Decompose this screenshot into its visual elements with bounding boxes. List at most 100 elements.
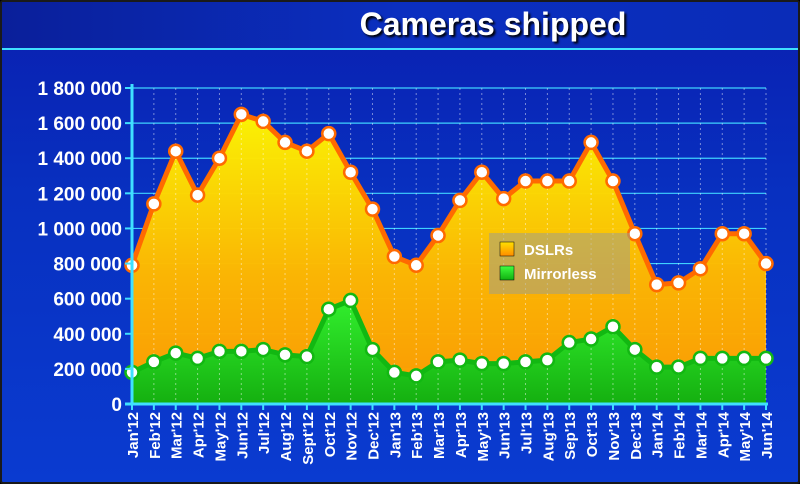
point-mirrorless [342,292,359,309]
point-dslrs [495,190,512,207]
area-mirrorless [132,300,766,404]
x-tick-label: Dec'13 [628,412,645,460]
x-tick-label: Jan'14 [650,411,667,458]
point-dslrs [321,125,337,142]
y-tick-label: 0 [111,395,122,416]
x-tick-label: Aug'12 [278,412,295,461]
axis-layer: 0 200 000 400 000 600 000 800 000 1 000 000 1 … [37,79,776,465]
x-tick-label: Oct'12 [322,412,339,457]
point-dslrs [299,143,315,159]
point-mirrorless [495,355,512,372]
point-dslrs [648,276,665,293]
x-tick-label: Apr'13 [453,412,470,458]
point-dslrs [605,173,621,189]
point-mirrorless [233,343,250,360]
point-dslrs [714,225,731,242]
point-dslrs [474,164,490,181]
x-tick-label: Apr'14 [715,411,732,458]
y-tick-label: 600 000 [53,290,122,311]
point-dslrs [386,248,403,265]
point-mirrorless [277,347,293,363]
y-tick-label: 800 000 [53,255,122,276]
x-tick-label: Nov'12 [344,412,361,461]
y-tick-label: 1 400 000 [37,149,122,170]
y-tick-label: 200 000 [53,360,122,381]
point-dslrs [233,106,250,123]
point-dslrs [539,173,556,189]
point-mirrorless [321,301,337,317]
point-dslrs [189,187,206,203]
point-mirrorless [474,355,490,372]
point-dslrs [430,227,446,244]
point-dslrs [583,134,599,151]
point-mirrorless [364,341,381,358]
x-tick-label: Feb'13 [409,412,426,459]
chart-title: Cameras shipped [359,6,627,42]
point-mirrorless [255,341,271,358]
point-dslrs [277,134,293,151]
point-mirrorless [758,350,774,367]
x-tick-label: Jun'13 [497,412,514,459]
point-mirrorless [386,364,403,381]
point-mirrorless [605,319,621,335]
point-mirrorless [452,352,468,368]
point-mirrorless [714,350,731,367]
legend: DSLRs Mirrorless [489,233,630,294]
point-mirrorless [648,359,665,375]
legend-label-dslrs: DSLRs [524,242,573,259]
x-tick-label: Aug'13 [540,412,557,461]
x-tick-label: May'12 [212,412,229,461]
point-dslrs [211,150,228,166]
x-tick-label: Sep'13 [562,412,579,460]
y-tick-label: 1 800 000 [37,79,122,100]
point-dslrs [255,113,271,130]
point-dslrs [342,164,359,181]
point-mirrorless [299,348,315,365]
title-bar: Cameras shipped [2,2,798,50]
point-mirrorless [517,354,534,370]
x-tick-label: Jul'12 [256,412,273,454]
point-dslrs [408,257,424,274]
point-dslrs [758,255,774,272]
legend-swatch-dslrs [499,241,515,257]
point-dslrs [561,173,577,189]
x-tick-label: May'13 [475,412,492,461]
x-tick-label: Jan'13 [387,412,404,458]
point-mirrorless [736,350,752,367]
point-mirrorless [692,350,709,367]
point-mirrorless [670,359,687,375]
point-mirrorless [539,352,556,368]
x-tick-label: Dec'12 [365,412,382,460]
x-tick-label: May'14 [737,411,754,461]
x-tick-label: Jul'13 [519,412,536,454]
point-dslrs [146,196,162,212]
y-tick-label: 1 200 000 [37,184,122,205]
point-dslrs [627,225,643,242]
point-mirrorless [146,354,162,370]
x-tick-label: Sept'12 [300,412,317,465]
point-dslrs [670,275,687,291]
y-tick-label: 1 600 000 [37,114,122,135]
point-dslrs [736,225,752,242]
area-layer [129,88,769,404]
point-mirrorless [408,368,424,384]
point-dslrs [452,192,468,209]
legend-swatch-mirrorless [499,265,515,281]
y-tick-label: 1 000 000 [37,219,122,240]
y-tick-label: 400 000 [53,325,122,346]
x-tick-label: Jun'12 [234,412,251,459]
point-mirrorless [627,341,643,358]
x-tick-label: Jun'14 [759,411,776,459]
point-dslrs [517,173,534,189]
x-tick-label: Oct'13 [584,412,601,457]
x-tick-label: Mar'13 [431,412,448,459]
x-tick-label: Jan'12 [125,412,142,458]
point-mirrorless [189,350,206,367]
point-mirrorless [430,354,446,370]
point-mirrorless [561,334,577,351]
x-tick-label: Nov'13 [606,412,623,461]
marker-layer [124,106,774,384]
point-dslrs [167,143,184,159]
